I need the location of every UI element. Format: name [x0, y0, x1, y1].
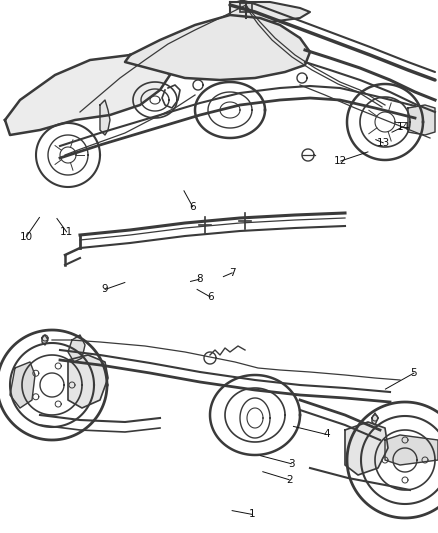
Text: 1: 1	[248, 510, 255, 519]
Polygon shape	[385, 435, 438, 465]
Polygon shape	[345, 422, 388, 475]
Text: 11: 11	[60, 227, 73, 237]
Polygon shape	[100, 100, 110, 135]
Text: 2: 2	[286, 475, 293, 484]
Polygon shape	[125, 15, 310, 80]
FancyBboxPatch shape	[240, 2, 252, 12]
Text: 13: 13	[377, 138, 390, 148]
Polygon shape	[408, 105, 435, 135]
Polygon shape	[230, 2, 310, 22]
Text: 12: 12	[334, 156, 347, 166]
Polygon shape	[68, 355, 108, 408]
Text: 4: 4	[323, 430, 330, 439]
Text: 14: 14	[396, 122, 410, 132]
Polygon shape	[372, 413, 378, 425]
Polygon shape	[68, 335, 85, 362]
Polygon shape	[5, 55, 170, 135]
Text: 6: 6	[207, 292, 214, 302]
Polygon shape	[42, 335, 48, 345]
Text: 9: 9	[102, 285, 109, 294]
Text: 5: 5	[410, 368, 417, 378]
Text: 10: 10	[20, 232, 33, 241]
Text: 6: 6	[189, 202, 196, 212]
Text: 8: 8	[196, 274, 203, 284]
Polygon shape	[10, 362, 35, 408]
Text: 7: 7	[229, 268, 236, 278]
Text: 3: 3	[288, 459, 295, 469]
